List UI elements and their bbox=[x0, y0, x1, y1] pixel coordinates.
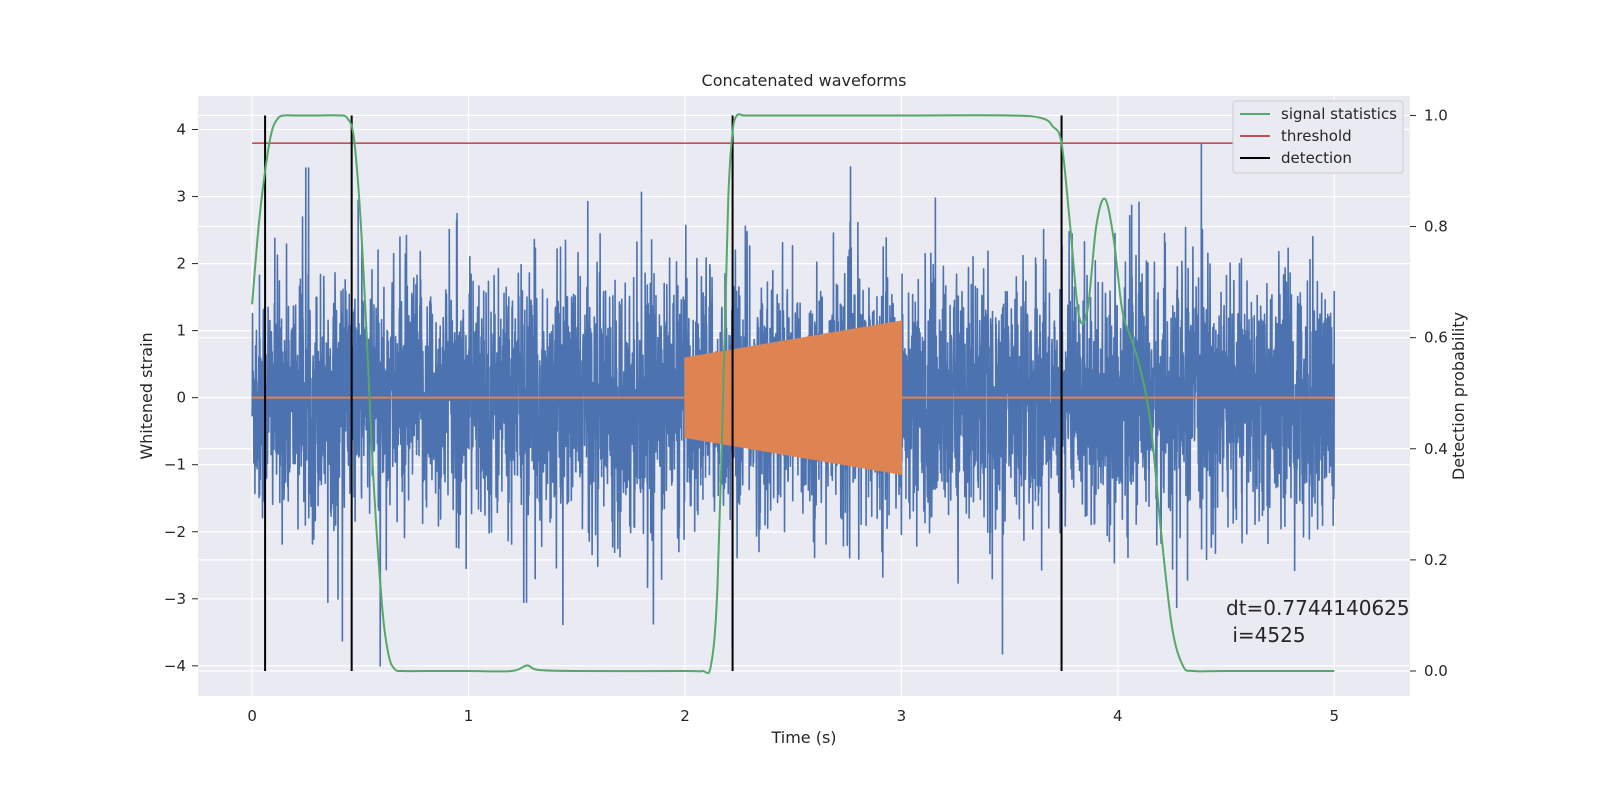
y-tick-label: 0 bbox=[176, 389, 186, 407]
y-tick-label: −3 bbox=[164, 590, 186, 608]
tick-labels: 0 1 2 3 4 5 −4 −3 −2 −1 0 1 2 3 4 0.0 0.2 0.4 0.6 0.8 1.0 bbox=[164, 106, 1448, 725]
y-tick-label: −4 bbox=[164, 657, 186, 675]
injection-series bbox=[252, 320, 1335, 475]
y2-axis-label: Detection probability bbox=[1449, 312, 1468, 480]
y-tick-label: 2 bbox=[176, 255, 186, 273]
x-tick-label: 3 bbox=[897, 707, 907, 725]
annotation-index: i=4525 bbox=[1226, 623, 1306, 647]
legend-label-detection: detection bbox=[1281, 149, 1352, 167]
injection-chirp bbox=[684, 320, 903, 475]
legend: signal statistics threshold detection bbox=[1232, 100, 1404, 174]
x-tick-label: 4 bbox=[1113, 707, 1123, 725]
y-tick-label: 4 bbox=[176, 121, 186, 139]
signal-statistics-series bbox=[251, 113, 1335, 675]
x-tick-label: 1 bbox=[464, 707, 474, 725]
x-tick-label: 5 bbox=[1329, 707, 1339, 725]
y2-tick-label: 1.0 bbox=[1424, 106, 1448, 124]
legend-label-threshold: threshold bbox=[1281, 127, 1352, 145]
detection-series bbox=[264, 115, 1063, 671]
x-axis-label: Time (s) bbox=[770, 728, 836, 747]
y2-tick-label: 0.2 bbox=[1424, 551, 1448, 569]
y2-tick-label: 0.8 bbox=[1424, 218, 1448, 236]
y2-tick-label: 0.0 bbox=[1424, 662, 1448, 680]
x-tick-label: 0 bbox=[247, 707, 257, 725]
signal-statistics-line bbox=[251, 113, 1335, 675]
legend-frame bbox=[1232, 100, 1404, 174]
annotation-dt: dt=0.7744140625 bbox=[1226, 596, 1410, 620]
legend-label-signal-statistics: signal statistics bbox=[1281, 105, 1397, 123]
y2-tick-label: 0.6 bbox=[1424, 329, 1448, 347]
y2-tick-label: 0.4 bbox=[1424, 440, 1448, 458]
x-tick-label: 2 bbox=[680, 707, 690, 725]
y-tick-label: −1 bbox=[164, 456, 186, 474]
y-tick-label: 3 bbox=[176, 188, 186, 206]
y-tick-label: −2 bbox=[164, 523, 186, 541]
y-axis-label: Whitened strain bbox=[137, 332, 156, 459]
y-tick-label: 1 bbox=[176, 322, 186, 340]
chart-title: Concatenated waveforms bbox=[702, 71, 907, 90]
